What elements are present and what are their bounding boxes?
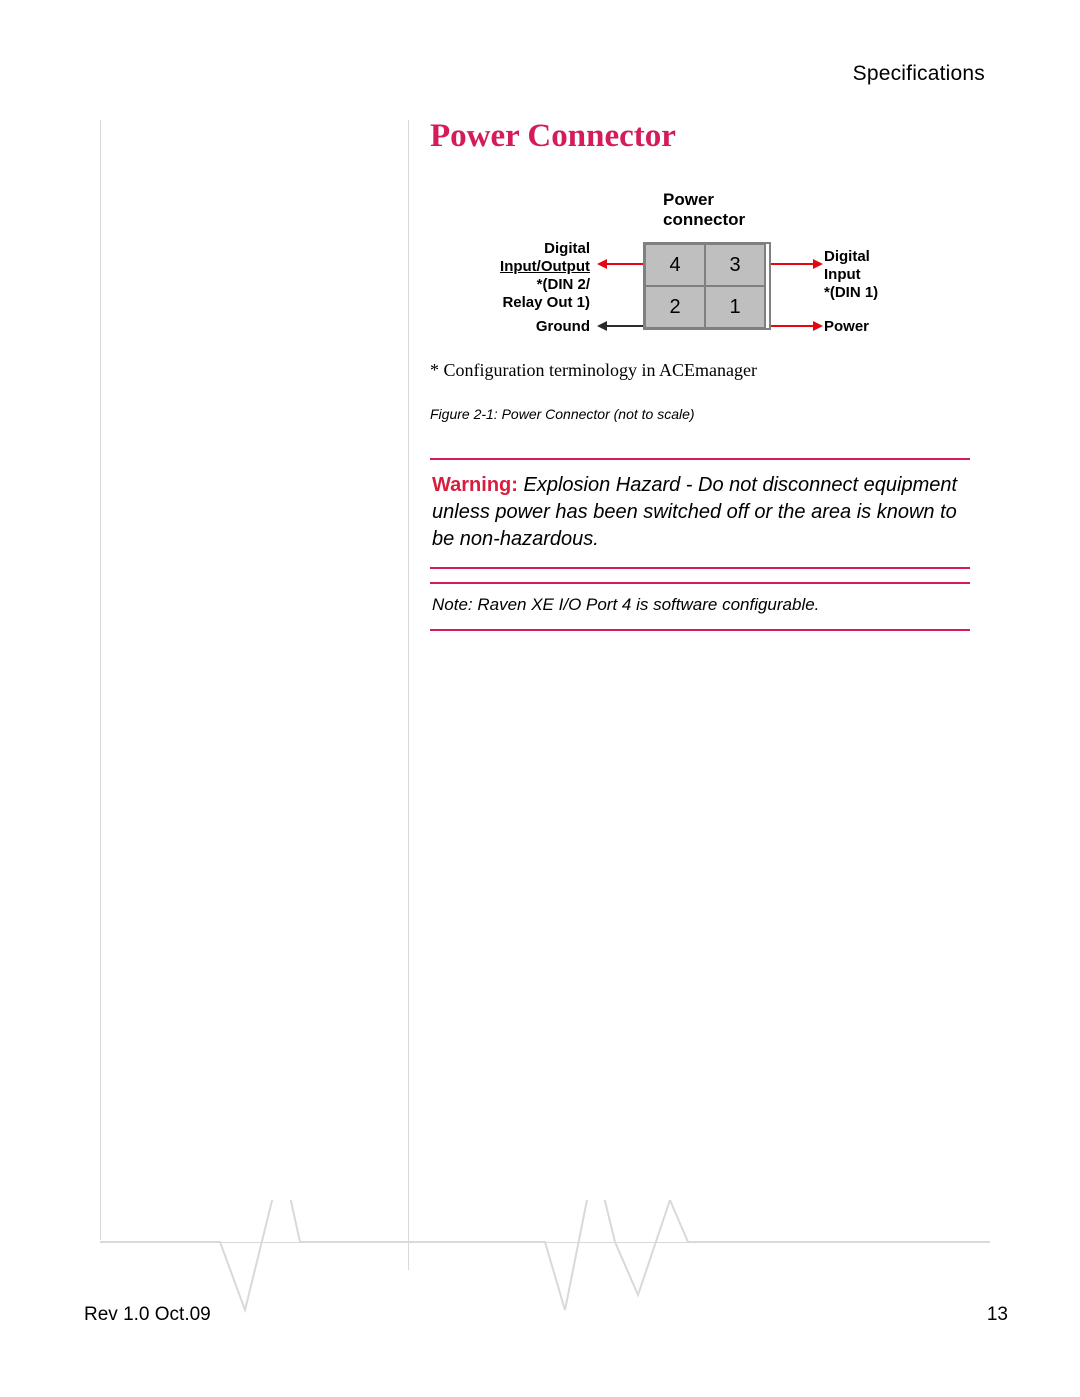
label-digital-io-l4: Relay Out 1) (502, 294, 590, 311)
footer-page-number: 13 (987, 1304, 1008, 1326)
diagram-footnote: * Configuration terminology in ACEmanage… (430, 360, 757, 381)
label-digital-input: Digital Input *(DIN 1) (824, 248, 878, 302)
label-digital-input-l2: Input (824, 266, 861, 283)
figure-caption: Figure 2-1: Power Connector (not to scal… (430, 406, 695, 422)
diagram-title-line1: Power (663, 190, 714, 209)
note-body: Note: Raven XE I/O Port 4 is software co… (432, 595, 819, 614)
ekg-decoration-icon (100, 1200, 990, 1320)
layout-rule-left (100, 120, 101, 1240)
power-connector-diagram: Power connector Digital Input/Output *(D… (430, 190, 970, 355)
label-digital-input-l3: *(DIN 1) (824, 284, 878, 301)
arrow-pin2-icon (606, 325, 644, 327)
label-ground: Ground (536, 318, 590, 336)
connector-pin-4: 4 (644, 243, 706, 287)
note-callout: Note: Raven XE I/O Port 4 is software co… (430, 582, 970, 631)
arrow-pin3-icon (770, 263, 814, 265)
layout-rule-bottom (100, 1242, 990, 1243)
diagram-title: Power connector (663, 190, 745, 229)
header-section-label: Specifications (853, 62, 985, 86)
label-power: Power (824, 318, 869, 336)
connector-pin-2: 2 (644, 285, 706, 329)
arrow-pin1-icon (770, 325, 814, 327)
label-digital-input-l1: Digital (824, 248, 870, 265)
section-title: Power Connector (430, 118, 676, 155)
warning-callout: Warning: Explosion Hazard - Do not disco… (430, 458, 970, 569)
diagram-title-line2: connector (663, 210, 745, 229)
arrow-pin4-icon (606, 263, 644, 265)
connector-pin-3: 3 (704, 243, 766, 287)
connector-pin-1: 1 (704, 285, 766, 329)
label-digital-io-l3: *(DIN 2/ (537, 276, 590, 293)
footer-revision: Rev 1.0 Oct.09 (84, 1304, 211, 1326)
layout-rule-column (408, 120, 409, 1270)
label-digital-io-l2: Input/Output (500, 258, 590, 275)
label-digital-io: Digital Input/Output *(DIN 2/ Relay Out … (500, 240, 590, 312)
connector-grid: 4 3 2 1 (643, 242, 771, 330)
warning-lead: Warning: (432, 474, 518, 496)
label-digital-io-l1: Digital (544, 240, 590, 257)
